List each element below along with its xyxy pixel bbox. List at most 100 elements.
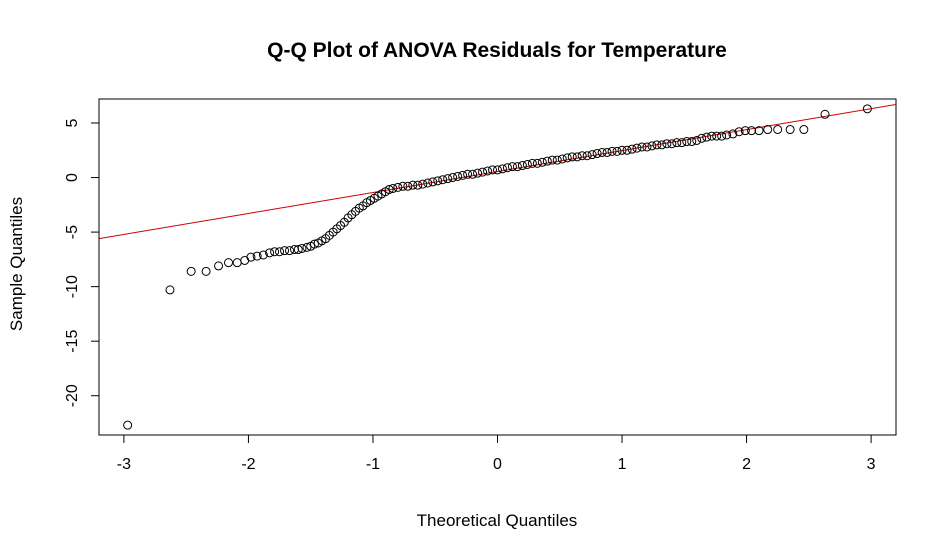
x-tick-label: 2 <box>742 456 751 473</box>
data-point <box>537 157 547 167</box>
data-point <box>747 126 757 136</box>
data-point <box>582 151 592 161</box>
data-point <box>682 137 692 147</box>
data-point <box>587 150 597 160</box>
data-point <box>647 141 657 151</box>
qq-reference-line <box>99 103 896 240</box>
data-point <box>607 146 617 156</box>
data-point <box>602 147 612 157</box>
data-point <box>453 171 463 181</box>
data-point <box>527 158 537 168</box>
data-point <box>662 139 672 149</box>
x-tick-label: 0 <box>493 456 502 473</box>
data-point <box>522 159 532 169</box>
data-point <box>398 181 408 191</box>
data-point <box>433 176 443 186</box>
data-point <box>309 239 319 249</box>
data-point <box>123 420 133 430</box>
data-point <box>785 125 795 135</box>
data-point <box>697 133 707 143</box>
data-point <box>799 125 809 135</box>
data-point <box>754 126 764 136</box>
data-point <box>820 109 830 119</box>
data-point <box>562 153 572 163</box>
data-point <box>740 126 750 136</box>
data-point <box>293 245 303 255</box>
y-tick-label: -10 <box>64 275 81 298</box>
y-tick-label: 0 <box>64 173 81 182</box>
data-point <box>667 139 677 149</box>
x-tick-label: -1 <box>366 456 380 473</box>
data-point <box>657 140 667 150</box>
y-tick-label: -15 <box>64 330 81 353</box>
data-point <box>567 152 577 162</box>
data-point <box>612 146 622 156</box>
data-point <box>302 242 312 252</box>
data-point <box>165 285 175 295</box>
data-point <box>280 246 290 256</box>
data-point <box>717 131 727 141</box>
data-point <box>547 155 557 165</box>
data-point <box>702 132 712 142</box>
data-point <box>692 135 702 145</box>
data-point <box>240 255 250 265</box>
data-point <box>214 261 224 271</box>
data-point <box>502 163 512 173</box>
data-point <box>246 252 256 262</box>
x-tick-label: 1 <box>618 456 627 473</box>
x-tick-label: -2 <box>241 456 255 473</box>
y-axis-label: Sample Quantiles <box>7 197 26 331</box>
data-point <box>448 173 458 183</box>
data-point <box>512 162 522 172</box>
data-point <box>423 178 433 188</box>
data-point <box>384 185 394 195</box>
data-point <box>403 181 413 191</box>
data-point <box>773 125 783 135</box>
data-point <box>622 145 632 155</box>
data-point <box>577 151 587 161</box>
x-axis-label: Theoretical Quantiles <box>417 511 578 530</box>
data-point <box>627 144 637 154</box>
data-point <box>542 156 552 166</box>
data-point <box>413 180 423 190</box>
data-point <box>517 161 527 171</box>
data-point <box>497 164 507 174</box>
chart-title: Q-Q Plot of ANOVA Residuals for Temperat… <box>267 39 727 62</box>
data-point <box>393 182 403 192</box>
data-point <box>438 175 448 185</box>
data-point <box>677 138 687 148</box>
data-point <box>224 258 234 268</box>
data-point <box>388 183 398 193</box>
y-tick-label: -20 <box>64 384 81 407</box>
data-point <box>468 169 478 179</box>
data-point <box>687 137 697 147</box>
y-tick-label: -5 <box>64 225 81 239</box>
data-point <box>734 127 744 137</box>
data-point <box>252 251 262 261</box>
data-point <box>258 250 268 260</box>
data-point <box>483 166 493 176</box>
data-point <box>428 177 438 187</box>
data-point <box>557 154 567 164</box>
data-point <box>488 165 498 175</box>
data-point <box>712 131 722 141</box>
data-point <box>473 168 483 178</box>
data-point <box>458 170 468 180</box>
data-point <box>186 266 196 276</box>
data-point <box>270 247 280 257</box>
data-point <box>707 131 717 141</box>
data-point <box>642 142 652 152</box>
plot-area-frame <box>98 98 897 436</box>
data-point <box>408 180 418 190</box>
x-tick-label: -3 <box>117 456 131 473</box>
data-point <box>478 167 488 177</box>
data-point <box>418 179 428 189</box>
data-point <box>285 246 295 256</box>
data-point <box>275 247 285 257</box>
data-point <box>652 140 662 150</box>
data-point <box>552 155 562 165</box>
data-point <box>201 266 211 276</box>
data-point <box>572 152 582 162</box>
data-point <box>592 149 602 159</box>
